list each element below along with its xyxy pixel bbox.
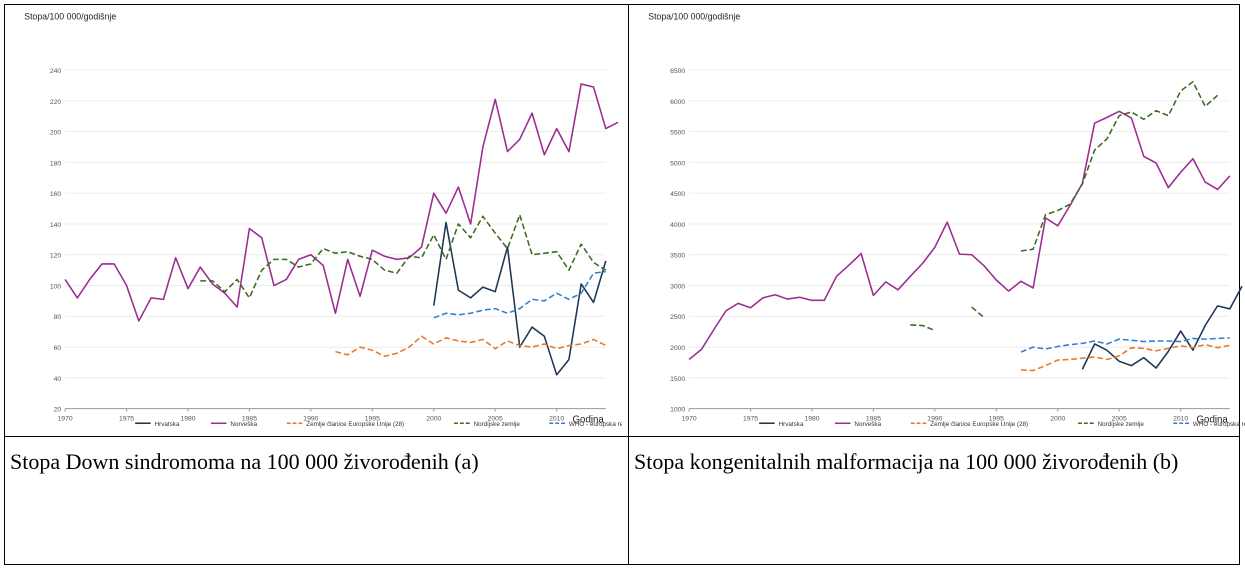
legend-label-4: WHO - europska regija (1193, 421, 1245, 428)
x-tick-label: 1980 (804, 415, 819, 422)
legend-label-0: Hrvatska (155, 421, 180, 428)
series-line-1-0 (64, 83, 619, 322)
legend-label-3: Nordijske zemlje (474, 421, 521, 428)
caption-a: Stopa Down sindromoma na 100 000 živorođ… (10, 449, 479, 474)
legend-label-1: Norveška (854, 421, 881, 428)
y-tick-label: 220 (50, 99, 62, 106)
legend-label-3: Nordijske zemlje (1098, 421, 1145, 428)
x-tick-label: 1985 (866, 415, 881, 422)
y-tick-label: 3500 (670, 253, 685, 260)
y-tick-label: 3000 (670, 283, 685, 290)
y-tick-label: 160 (50, 191, 62, 198)
legend-label-2: Zemlje članice Europske Unije (28) (306, 421, 404, 428)
x-tick-label: 1985 (242, 415, 257, 422)
x-tick-label: 2005 (1112, 415, 1127, 422)
y-tick-label: 100 (50, 283, 62, 290)
y-tick-label: 5000 (670, 160, 685, 167)
x-tick-label: 2000 (1050, 415, 1065, 422)
series-line-1-0 (688, 110, 1231, 361)
y-tick-label: 80 (54, 314, 62, 321)
y-tick-label: 40 (54, 376, 62, 383)
x-tick-label: 1970 (682, 415, 697, 422)
y-tick-label: 2000 (670, 345, 685, 352)
y-tick-label: 5500 (670, 130, 685, 137)
y-axis-title: Stopa/100 000/godišnje (24, 12, 116, 22)
x-tick-label: 2010 (1173, 415, 1188, 422)
figure-table (4, 4, 1240, 565)
x-tick-label: 1975 (743, 415, 758, 422)
legend-label-0: Hrvatska (779, 421, 804, 428)
y-tick-label: 60 (54, 345, 62, 352)
y-tick-label: 140 (50, 222, 62, 229)
series-line-3-0 (200, 213, 607, 299)
legend-label-4: WHO - europska regija (569, 421, 622, 428)
chart-down-syndrome: Stopa/100 000/godišnje 20 40 60 80 100 120 140 1… (10, 8, 622, 432)
y-tick-label: 200 (50, 130, 62, 137)
series-line-2-0 (335, 335, 607, 358)
x-tick-label: 1970 (58, 415, 73, 422)
series-line-4-0 (1020, 337, 1230, 353)
y-tick-label: 6000 (670, 99, 685, 106)
y-tick-label: 1000 (670, 407, 685, 414)
legend-label-1: Norveška (230, 421, 257, 428)
table-divider-vertical (628, 4, 629, 565)
chart-congenital-malformations-svg: Stopa/100 000/godišnje 1000 1500 2000 2500 30… (648, 12, 1245, 428)
series-line-3-0 (910, 324, 936, 332)
x-tick-label: 1990 (303, 415, 318, 422)
series-line-4-0 (433, 270, 606, 319)
x-tick-label: 1990 (927, 415, 942, 422)
y-tick-label: 120 (50, 253, 62, 260)
series-line-3-1 (971, 306, 985, 319)
y-tick-label: 240 (50, 68, 62, 75)
y-tick-label: 20 (54, 407, 62, 414)
chart-down-syndrome-svg: Stopa/100 000/godišnje 20 40 60 80 100 120 140 1… (24, 12, 622, 428)
y-tick-label: 2500 (670, 314, 685, 321)
y-axis-title: Stopa/100 000/godišnje (648, 12, 740, 22)
legend-label-2: Zemlje članice Europske Unije (28) (930, 421, 1028, 428)
table-divider-horizontal (4, 436, 1240, 437)
x-tick-label: 1980 (180, 415, 195, 422)
y-tick-label: 4500 (670, 191, 685, 198)
x-tick-label: 2010 (549, 415, 564, 422)
y-tick-label: 1500 (670, 376, 685, 383)
y-tick-label: 4000 (670, 222, 685, 229)
x-tick-label: 1995 (989, 415, 1004, 422)
x-axis-title: Godina (573, 414, 605, 425)
x-tick-label: 1995 (365, 415, 380, 422)
series-line-0-0 (432, 221, 607, 376)
series-line-3-2 (1020, 81, 1219, 252)
y-tick-label: 180 (50, 160, 62, 167)
x-axis-title: Godina (1197, 414, 1229, 425)
y-tick-label: 6500 (670, 68, 685, 75)
series-line-2-0 (1020, 343, 1230, 372)
chart-congenital-malformations: Stopa/100 000/godišnje 1000 1500 2000 2500 30… (634, 8, 1245, 432)
caption-b: Stopa kongenitalnih malformacija na 100 … (634, 449, 1179, 474)
x-tick-label: 2000 (426, 415, 441, 422)
series-line-0-0 (1081, 285, 1243, 370)
x-tick-label: 1975 (119, 415, 134, 422)
x-tick-label: 2005 (488, 415, 503, 422)
